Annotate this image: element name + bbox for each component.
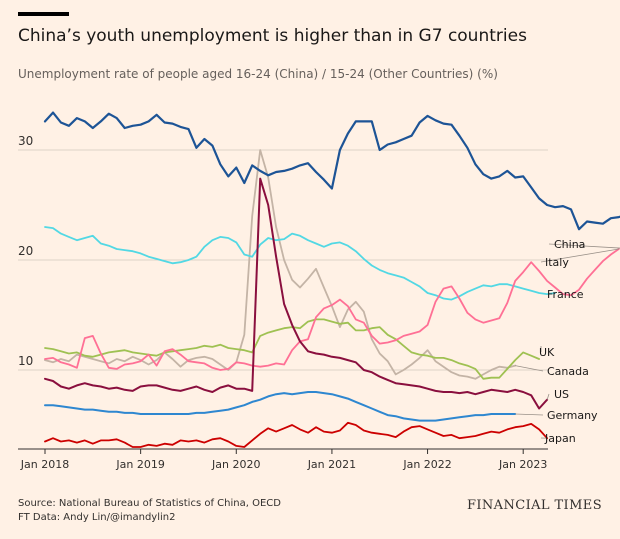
- x-tick-label: Jan 2019: [115, 458, 164, 471]
- series-label-canada: Canada: [547, 365, 589, 378]
- chart-area: 10 20 30 Jan 2018 Jan 2019 Jan 2020 Jan 2021 Ja…: [18, 111, 620, 471]
- y-tick-label: 10: [18, 354, 33, 368]
- leader-line-canada: [515, 365, 544, 372]
- x-tick-label: Jan 2022: [402, 458, 451, 471]
- x-tick-label: Jan 2020: [211, 458, 260, 471]
- series-label-japan: Japan: [544, 432, 576, 445]
- brand-logo: FINANCIAL TIMES: [466, 498, 602, 513]
- series-label-germany: Germany: [547, 409, 598, 422]
- y-tick-label: 20: [18, 244, 33, 258]
- series-label-china: China: [554, 238, 585, 251]
- y-tick-label: 30: [18, 134, 33, 148]
- series-line-italy: [44, 248, 620, 371]
- x-tick-label: Jan 2021: [307, 458, 356, 471]
- chart-title: China’s youth unemployment is higher tha…: [18, 26, 527, 46]
- series-label-france: France: [547, 288, 584, 301]
- series-label-us: US: [554, 388, 569, 401]
- series-line-japan: [44, 421, 548, 448]
- series-line-us: [44, 177, 549, 410]
- leader-line-italy: [540, 248, 619, 263]
- series-label-italy: Italy: [545, 256, 569, 269]
- header-bar: [18, 12, 69, 16]
- series-line-china: [43, 111, 620, 231]
- series-line-france: [44, 226, 556, 301]
- leader-line-china: [548, 243, 620, 249]
- x-tick-label: Jan 2018: [20, 458, 69, 471]
- leader-line-germany: [515, 413, 544, 416]
- leader-line-us: [546, 393, 550, 400]
- chart-subtitle: Unemployment rate of people aged 16-24 (…: [18, 67, 498, 81]
- x-tick-label: Jan 2023: [498, 458, 547, 471]
- credit-text: FT Data: Andy Lin/@imandylin2: [18, 512, 176, 523]
- series-line-canada: [44, 149, 517, 380]
- source-note: Source: National Bureau of Statistics of…: [18, 497, 281, 525]
- series-line-germany: [44, 391, 517, 422]
- series-label-uk: UK: [539, 346, 555, 359]
- source-text: Source: National Bureau of Statistics of…: [18, 498, 281, 509]
